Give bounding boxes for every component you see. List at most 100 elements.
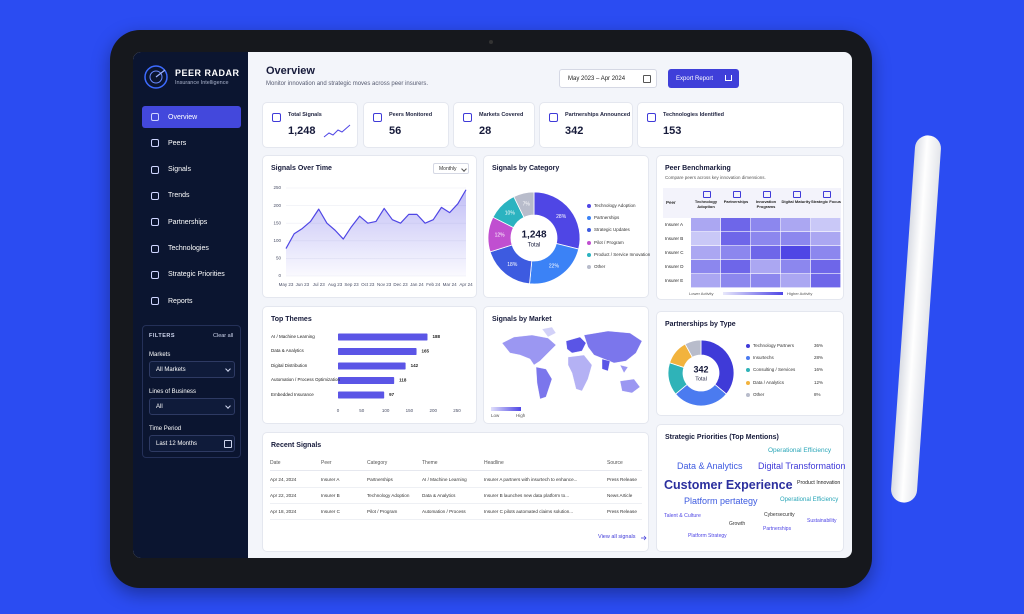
donut-center-value: 1,248 xyxy=(521,230,546,241)
table-cell: Insurer B xyxy=(321,493,340,498)
chart-canvas: 0 50 100 150 200 250 May 23 Jun 23 Jul 23 Aug 23 S… xyxy=(273,185,473,287)
heatmap-cell xyxy=(811,260,841,274)
legend-low: Low xyxy=(491,413,500,418)
segment-label: 22% xyxy=(549,263,560,269)
sparkline xyxy=(323,124,351,138)
legend-high: High xyxy=(516,413,526,418)
logo-sweep xyxy=(155,69,166,78)
signals-over-time-card: Signals Over Time Monthly 0 50 100 150 200 250 M… xyxy=(262,155,477,298)
heatmap-cell xyxy=(811,218,841,232)
legend-label: Consulting / Services xyxy=(753,367,796,373)
nav-icon xyxy=(151,297,159,306)
bar xyxy=(338,333,428,341)
nav-item[interactable]: Signals xyxy=(142,159,241,181)
heatmap-cell xyxy=(781,246,811,260)
sidebar: PEER RADAR Insurance Intelligence Overview… xyxy=(133,52,248,558)
segment-label: 7% xyxy=(523,202,531,208)
chart-canvas xyxy=(691,218,841,288)
kpi-label: Partnerships Announced xyxy=(565,112,631,118)
nav-item[interactable]: Trends xyxy=(142,185,241,207)
view-all-link[interactable]: View all signals xyxy=(598,534,636,540)
filters-title: FILTERS xyxy=(149,333,176,339)
legend-low: Lower Activity xyxy=(689,291,714,296)
legend-swatch xyxy=(587,216,591,221)
table-header: Category xyxy=(367,460,388,466)
bar-value-label: 118 xyxy=(399,378,407,383)
filter-select[interactable]: All Markets xyxy=(149,361,235,378)
table-cell: Pilot / Program xyxy=(367,509,398,514)
x-tick-label: Sep 23 xyxy=(344,282,359,287)
column-icon xyxy=(733,191,741,198)
table-header: Theme xyxy=(422,460,438,466)
heatmap-column-label: Technology Adoption xyxy=(694,199,718,209)
map-region xyxy=(567,354,593,392)
kpi-value: 342 xyxy=(565,125,584,137)
heatmap-cell xyxy=(691,232,721,246)
date-range-picker[interactable]: May 2023 – Apr 2024 xyxy=(559,69,657,88)
map-region xyxy=(583,330,643,364)
priority-word: Product Innovation xyxy=(797,480,841,486)
nav-item[interactable]: Partnerships xyxy=(142,211,241,233)
chevron xyxy=(225,366,231,372)
signals-by-market-card: Signals by Market Low High xyxy=(483,306,649,424)
filter-label: Markets xyxy=(149,352,171,358)
nav-item[interactable]: Technologies xyxy=(142,238,241,260)
download-icon xyxy=(725,75,732,81)
x-tick-label: 50 xyxy=(359,408,365,413)
screen: PEER RADAR Insurance Intelligence Overview… xyxy=(133,52,852,558)
filter-value: Last 12 Months xyxy=(156,441,198,447)
priority-word: Operational Efficiency xyxy=(780,497,839,503)
kpi-value: 153 xyxy=(663,125,682,137)
nav-label: Technologies xyxy=(168,245,209,252)
bar-category-label: Digital Distribution xyxy=(271,362,308,368)
nav-item[interactable]: Reports xyxy=(142,290,241,312)
legend-swatch xyxy=(746,380,750,385)
legend-label: Technology Adoption xyxy=(594,203,636,208)
clear-filters[interactable]: Clear all xyxy=(213,333,234,339)
table-cell: Press Release xyxy=(607,477,637,482)
x-tick-label: Dec 23 xyxy=(393,282,408,287)
nav-item[interactable]: Peers xyxy=(142,132,241,154)
legend-label: Partnerships xyxy=(594,215,620,221)
card-title: Signals by Category xyxy=(492,165,560,172)
kpi-card: Markets Covered 28 xyxy=(453,102,535,148)
filter-value: All Markets xyxy=(156,367,186,373)
legend-value: 12% xyxy=(814,379,824,385)
heatmap-cell xyxy=(811,246,841,260)
stylus xyxy=(890,134,942,504)
bar-category-label: Embedded Insurance xyxy=(271,391,314,397)
period-dropdown[interactable]: Monthly xyxy=(433,163,469,174)
kpi-label: Technologies Identified xyxy=(663,112,725,118)
legend-label: Other xyxy=(594,264,606,269)
chart-canvas xyxy=(641,535,647,541)
legend-swatch xyxy=(587,265,591,269)
bar-category-label: AI / Machine Learning xyxy=(271,333,315,339)
nav-icon xyxy=(151,244,159,253)
priority-word: Data & Analytics xyxy=(677,461,743,471)
card-title: Partnerships by Type xyxy=(665,321,736,328)
chart-canvas: 188 165 142 118 97 0 50 100 150 200 250 xyxy=(337,333,461,413)
bar xyxy=(338,391,385,399)
filter-select[interactable]: All xyxy=(149,398,235,415)
heatmap-column-label: Partnerships xyxy=(723,199,749,204)
filter-select[interactable]: Last 12 Months xyxy=(149,435,235,452)
bar xyxy=(338,348,417,355)
table-divider xyxy=(270,519,642,520)
heatmap-cell xyxy=(781,232,811,246)
x-tick-label: Feb 24 xyxy=(426,282,441,287)
nav-item[interactable]: Strategic Priorities xyxy=(142,264,241,286)
chart-canvas: 28% 22% 18% 12% 10% 7% 1,248 Total xyxy=(487,191,581,285)
card-title: Recent Signals xyxy=(271,442,322,449)
heatmap-cell xyxy=(781,218,811,232)
bar-value-label: 188 xyxy=(432,334,440,339)
heatmap-cell xyxy=(751,232,781,246)
nav-item[interactable]: Overview xyxy=(142,106,241,128)
heatmap-cell xyxy=(781,274,811,288)
table-divider xyxy=(270,503,642,504)
x-tick-label: May 23 xyxy=(279,282,294,287)
chart-canvas xyxy=(501,326,643,400)
legend-label: Product / Service Innovation xyxy=(594,251,651,257)
export-button[interactable]: Export Report xyxy=(668,69,739,88)
x-tick-label: Jul 23 xyxy=(313,282,326,287)
donut-center-label: Total xyxy=(528,243,541,249)
